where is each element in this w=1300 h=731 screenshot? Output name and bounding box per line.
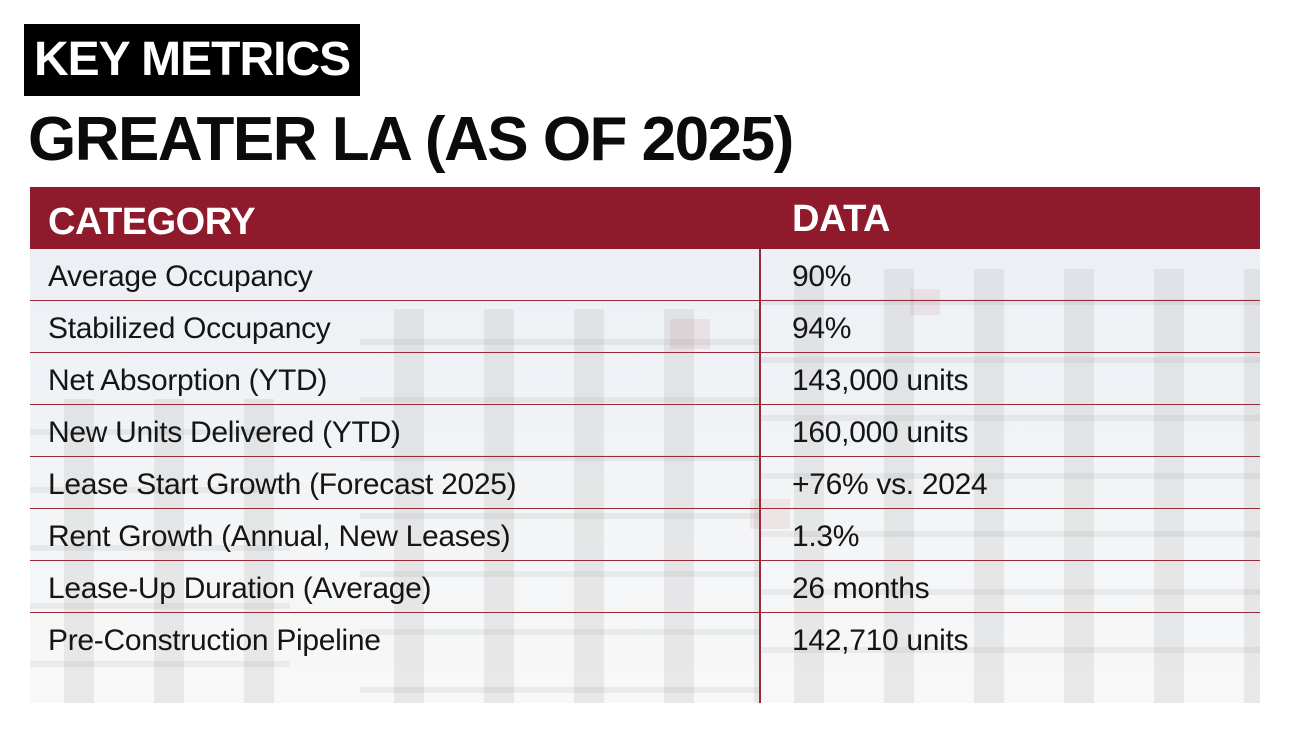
row-data: 26 months	[792, 572, 930, 605]
row-category: Stabilized Occupancy	[48, 312, 331, 345]
row-data: 90%	[792, 260, 852, 293]
window-accent	[910, 289, 940, 315]
column-divider	[759, 249, 761, 703]
row-category: Lease-Up Duration (Average)	[48, 572, 432, 605]
table-row: Rent Growth (Annual, New Leases) 1.3%	[30, 509, 1260, 561]
building-background-image	[30, 249, 1260, 703]
table-row: Stabilized Occupancy 94%	[30, 301, 1260, 353]
table-row: Lease-Up Duration (Average) 26 months	[30, 561, 1260, 613]
table-row: Average Occupancy 90%	[30, 249, 1260, 301]
building-right	[760, 269, 1260, 703]
row-category: New Units Delivered (YTD)	[48, 416, 401, 449]
row-category: Net Absorption (YTD)	[48, 364, 328, 397]
header-category: CATEGORY	[48, 201, 256, 243]
table-body: Average Occupancy 90% Stabilized Occupan…	[30, 249, 1260, 665]
table-row: Lease Start Growth (Forecast 2025) +76% …	[30, 457, 1260, 509]
header-data: DATA	[792, 198, 890, 240]
row-data: 94%	[792, 312, 852, 345]
table-row: New Units Delivered (YTD) 160,000 units	[30, 405, 1260, 457]
building-left	[30, 399, 290, 703]
row-category: Rent Growth (Annual, New Leases)	[48, 520, 511, 553]
key-metrics-label: KEY METRICS	[24, 24, 361, 96]
metrics-table: CATEGORY DATA Average Occupancy 90% Stab…	[30, 187, 1260, 703]
row-category: Average Occupancy	[48, 260, 313, 293]
row-data: 143,000 units	[792, 364, 969, 397]
page-title: GREATER LA (AS OF 2025)	[28, 105, 794, 174]
row-data: 160,000 units	[792, 416, 969, 449]
window-accent	[670, 319, 710, 349]
row-data: 1.3%	[792, 520, 860, 553]
table-header: CATEGORY DATA	[30, 187, 1260, 249]
building-center	[360, 309, 760, 703]
window-accent	[750, 499, 790, 529]
row-category: Lease Start Growth (Forecast 2025)	[48, 468, 517, 501]
table-row: Net Absorption (YTD) 143,000 units	[30, 353, 1260, 405]
row-data: +76% vs. 2024	[792, 468, 988, 501]
row-category: Pre-Construction Pipeline	[48, 624, 381, 657]
row-data: 142,710 units	[792, 624, 969, 657]
table-row: Pre-Construction Pipeline 142,710 units	[30, 613, 1260, 665]
